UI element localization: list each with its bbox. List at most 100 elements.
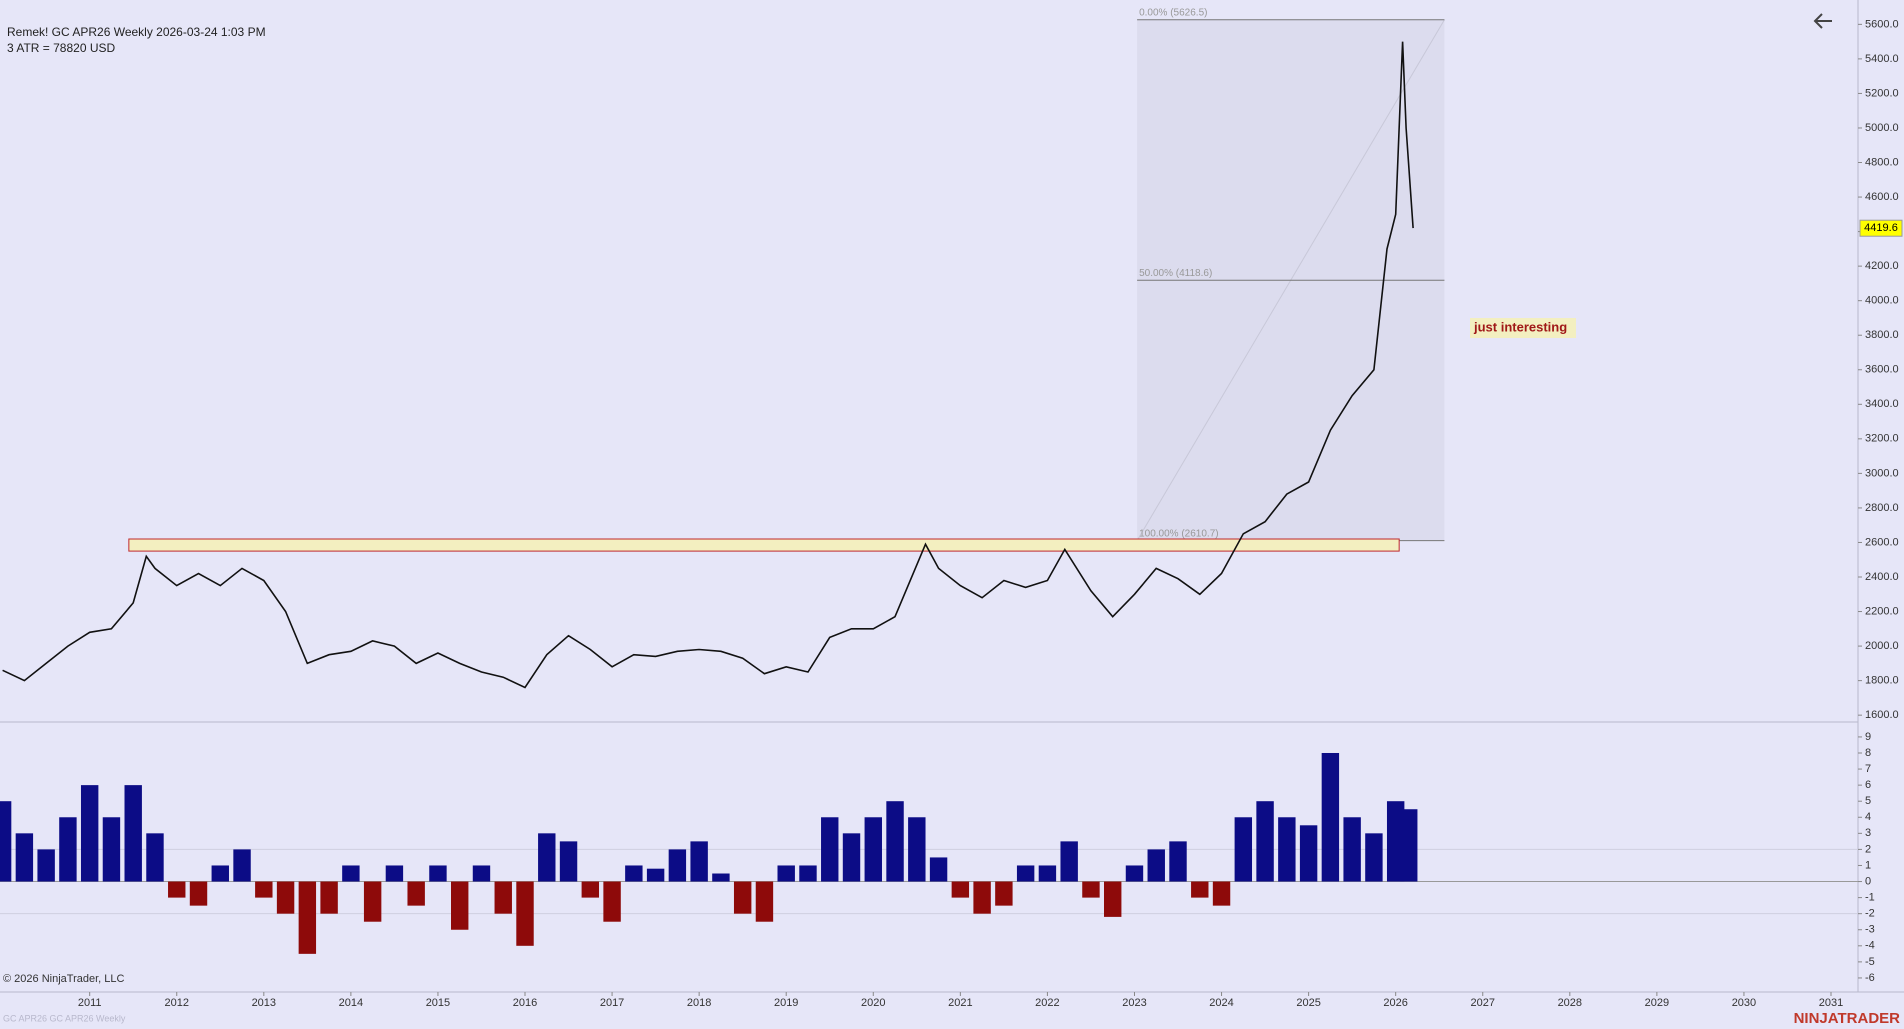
y-tick-label: 1600.0 <box>1865 709 1899 721</box>
x-tick-label: 2019 <box>774 997 798 1009</box>
histogram-bar <box>59 817 77 882</box>
y-tick-label: 5600.0 <box>1865 18 1899 30</box>
y-tick-label: 1 <box>1865 859 1871 871</box>
x-tick-label: 2026 <box>1383 997 1407 1009</box>
x-tick-label: 2028 <box>1558 997 1582 1009</box>
histogram-bar <box>80 785 99 882</box>
price-tag: 4419.6 <box>1864 222 1898 234</box>
x-tick-label: 2016 <box>513 997 537 1009</box>
histogram-bar <box>755 881 774 922</box>
histogram-bar <box>1169 841 1187 882</box>
histogram-bar <box>777 865 795 882</box>
histogram-bar <box>581 881 600 898</box>
histogram-bar <box>276 881 295 914</box>
histogram-bar <box>494 881 512 914</box>
histogram-bar <box>255 881 273 898</box>
histogram-bar <box>929 857 948 882</box>
y-tick-label: 4600.0 <box>1865 191 1899 203</box>
histogram-bar <box>146 833 164 882</box>
price-tag-bg <box>1859 219 1903 237</box>
x-tick-label: 2031 <box>1819 997 1843 1009</box>
y-tick-label: -4 <box>1865 940 1875 952</box>
x-tick-label: 2025 <box>1296 997 1320 1009</box>
histogram-bar <box>363 881 382 922</box>
y-tick-label: 3000.0 <box>1865 467 1899 479</box>
x-tick-label: 2030 <box>1732 997 1756 1009</box>
y-tick-label: 5 <box>1865 795 1871 807</box>
histogram-bar <box>298 881 317 954</box>
histogram-bar <box>1234 817 1253 882</box>
histogram-bar <box>733 881 752 914</box>
back-arrow[interactable] <box>1813 13 1832 29</box>
zone-label: just interesting <box>1473 319 1567 334</box>
histogram-bar <box>1104 881 1122 917</box>
histogram-bar <box>516 881 534 946</box>
chart-title: Remek! GC APR26 Weekly 2026-03-24 1:03 P… <box>7 25 266 39</box>
histogram-bar <box>646 868 665 882</box>
histogram-bar <box>799 865 817 882</box>
y-tick-label: 4000.0 <box>1865 295 1899 307</box>
histogram-bar <box>320 881 338 914</box>
fib-label: 50.00% (4118.6) <box>1139 268 1212 279</box>
y-tick-label: -2 <box>1865 908 1875 920</box>
histogram-bar <box>864 817 882 882</box>
histogram-bar <box>559 841 578 882</box>
y-tick-label: 3200.0 <box>1865 433 1899 445</box>
histogram-bar <box>124 785 142 882</box>
histogram-bar <box>821 817 839 882</box>
histogram-bar <box>712 873 730 882</box>
zone-note: just interesting <box>1470 318 1576 338</box>
histogram-bar <box>995 881 1013 906</box>
histogram-bar <box>1038 865 1057 882</box>
x-tick-label: 2023 <box>1122 997 1146 1009</box>
x-tick-label: 2027 <box>1471 997 1495 1009</box>
zone <box>128 538 1400 552</box>
x-tick-label: 2022 <box>1035 997 1059 1009</box>
histogram-bar <box>951 881 970 898</box>
y-tick-label: 5400.0 <box>1865 53 1899 65</box>
y-tick-label: 2600.0 <box>1865 536 1899 548</box>
histogram-bar <box>1016 865 1035 882</box>
histogram-bar <box>342 865 360 882</box>
histogram-bar <box>0 801 12 882</box>
histogram-bar <box>1212 881 1231 906</box>
y-tick-label: 5200.0 <box>1865 87 1899 99</box>
histogram-bar <box>1256 801 1274 882</box>
histogram-bar <box>407 881 425 906</box>
histogram-bar <box>973 881 991 914</box>
histogram-bar <box>189 881 208 906</box>
histogram-bar <box>603 881 621 922</box>
histogram-bar <box>15 833 34 882</box>
x-tick-label: 2018 <box>687 997 711 1009</box>
histogram-bar <box>1191 881 1209 898</box>
histogram-bar <box>1060 841 1078 882</box>
y-tick-label: 3 <box>1865 827 1871 839</box>
x-tick-label: 2012 <box>165 997 189 1009</box>
y-tick-label: 1800.0 <box>1865 675 1899 687</box>
x-tick-label: 2024 <box>1209 997 1233 1009</box>
y-tick-label: 2400.0 <box>1865 571 1899 583</box>
chart-subtitle: 3 ATR = 78820 USD <box>7 41 116 55</box>
y-tick-label: 6 <box>1865 779 1871 791</box>
y-tick-label: -6 <box>1865 972 1875 984</box>
histogram-bar <box>1321 752 1340 882</box>
histogram-bar <box>385 865 404 882</box>
histogram-bar <box>690 841 708 882</box>
histogram-bar <box>908 817 926 882</box>
x-tick-label: 2017 <box>600 997 624 1009</box>
y-tick-label: 9 <box>1865 731 1871 743</box>
y-tick-label: -1 <box>1865 892 1875 904</box>
histogram-bar <box>1278 817 1296 882</box>
y-tick-label: 8 <box>1865 747 1871 759</box>
histogram-bar <box>886 801 904 882</box>
x-tick-label: 2011 <box>78 997 102 1009</box>
fib-label: 0.00% (5626.5) <box>1139 7 1207 18</box>
y-tick-label: 7 <box>1865 763 1871 775</box>
histogram-bar <box>842 833 861 882</box>
x-tick-label: 2029 <box>1645 997 1669 1009</box>
fib-label: 100.00% (2610.7) <box>1139 528 1219 539</box>
histogram-bar <box>668 849 687 882</box>
x-tick-label: 2021 <box>948 997 972 1009</box>
x-tick-label: 2013 <box>252 997 276 1009</box>
